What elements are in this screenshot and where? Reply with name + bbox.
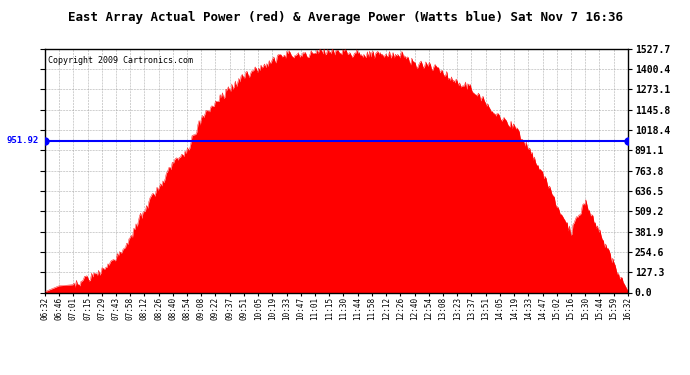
Text: Copyright 2009 Cartronics.com: Copyright 2009 Cartronics.com (48, 56, 193, 65)
Text: 951.92: 951.92 (7, 136, 39, 145)
Text: East Array Actual Power (red) & Average Power (Watts blue) Sat Nov 7 16:36: East Array Actual Power (red) & Average … (68, 11, 622, 24)
